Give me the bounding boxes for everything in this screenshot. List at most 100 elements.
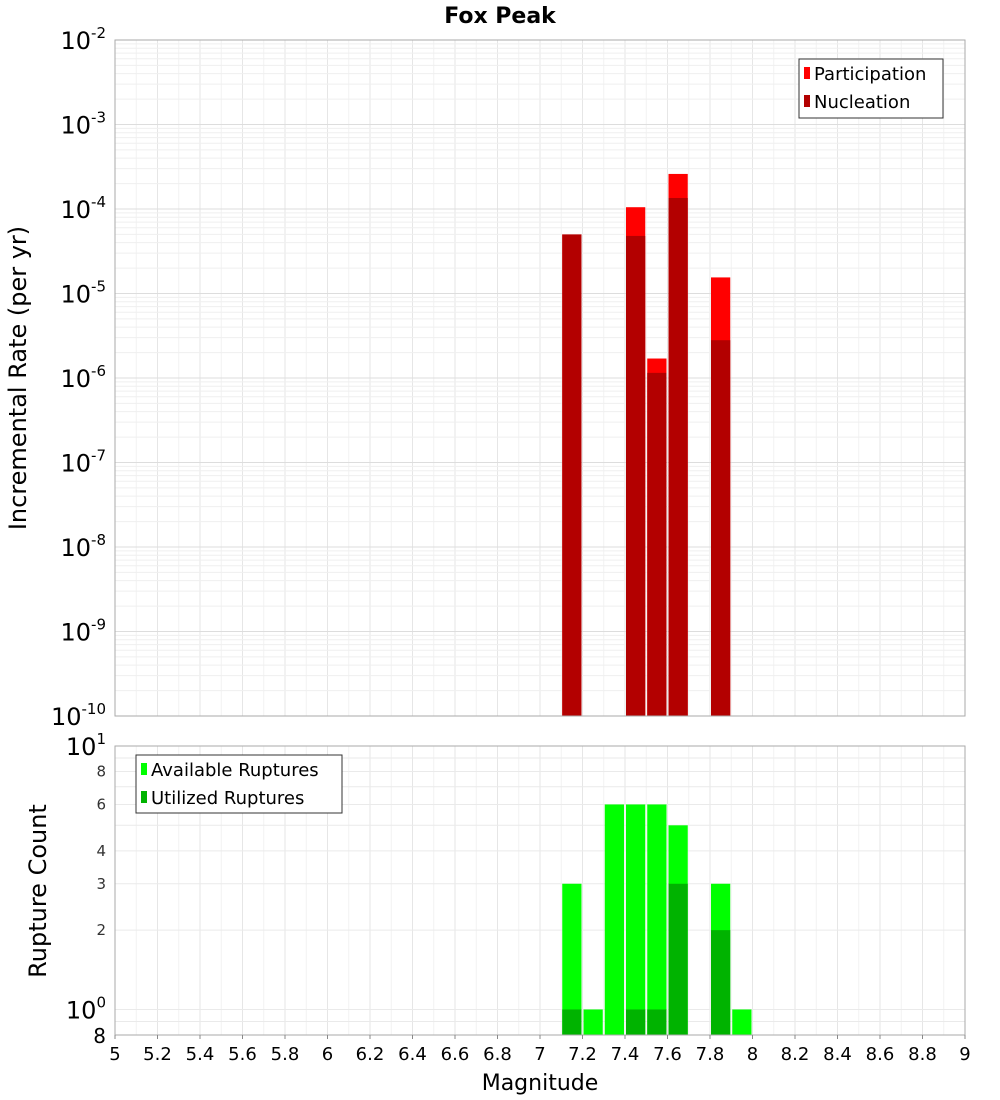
top-panel: 10-210-310-410-510-610-710-810-910-10 In… <box>4 24 966 731</box>
tick-base: 10 <box>60 450 91 478</box>
tick-base: 10 <box>60 112 91 140</box>
top-grid <box>114 40 966 717</box>
bottom-bar-available-ruptures-4 <box>647 804 667 1035</box>
x-tick-label: 6.8 <box>483 1044 512 1065</box>
x-axis-label: Magnitude <box>482 1071 599 1096</box>
x-tick-label: 8.6 <box>866 1044 895 1065</box>
x-tick-label: 6.4 <box>398 1044 427 1065</box>
tick-exponent: -7 <box>91 447 106 465</box>
legend-swatch-available <box>141 763 147 775</box>
tick-base: 10 <box>60 281 91 309</box>
bottom-y-minor-tick-label: 6 <box>96 795 106 813</box>
x-tick-label: 5.4 <box>186 1044 215 1065</box>
tick-exponent: -8 <box>91 531 106 549</box>
bottom-bar-available-ruptures-2 <box>604 804 624 1035</box>
top-bars <box>562 173 731 717</box>
tick-exponent: -5 <box>91 278 106 296</box>
x-tick-label: 5 <box>109 1044 120 1065</box>
tick-base: 10 <box>66 996 97 1024</box>
x-tick-label: 8 <box>747 1044 758 1065</box>
x-tick-label: 9 <box>959 1044 970 1065</box>
top-bar-nucleation-3 <box>668 197 688 716</box>
x-tick-label: 7.2 <box>568 1044 597 1065</box>
bottom-bar-available-ruptures-3 <box>626 804 646 1035</box>
bottom-bar-available-ruptures-0 <box>562 883 582 1035</box>
tick-base: 10 <box>60 365 91 393</box>
bottom-y-minor-tick-label: 8 <box>96 763 106 781</box>
tick-exponent: -3 <box>91 109 106 127</box>
top-bar-nucleation-0 <box>562 234 582 717</box>
top-bar-nucleation-1 <box>626 235 646 716</box>
x-tick-label: 5.2 <box>143 1044 172 1065</box>
bottom-bar-available-ruptures-7 <box>732 1009 752 1035</box>
bottom-bars <box>562 804 752 1035</box>
x-tick-label: 7 <box>534 1044 545 1065</box>
bottom-y-tick-label: 100 <box>66 993 106 1024</box>
top-legend-box <box>798 58 944 119</box>
legend-label-utilized: Utilized Ruptures <box>151 788 304 809</box>
top-y-tick-label: 10-9 <box>60 616 106 647</box>
top-y-tick-label: 10-5 <box>60 278 106 309</box>
tick-exponent: 1 <box>96 730 106 748</box>
top-y-tick-label: 10-7 <box>60 447 106 478</box>
bottom-y-minor-tick-label: 2 <box>96 921 106 939</box>
top-legend: Participation Nucleation <box>798 58 944 119</box>
x-tick-label: 8.4 <box>823 1044 852 1065</box>
tick-exponent: 0 <box>96 993 106 1011</box>
x-tick-label: 6.6 <box>441 1044 470 1065</box>
tick-base: 10 <box>51 703 82 731</box>
top-y-tick-label: 10-8 <box>60 531 106 562</box>
bottom-legend-box <box>135 754 343 814</box>
tick-base: 10 <box>66 733 97 761</box>
x-tick-label: 8.2 <box>781 1044 810 1065</box>
x-tick-label: 5.6 <box>228 1044 257 1065</box>
top-bar-nucleation-4 <box>711 340 731 716</box>
bottom-bar-utilized-ruptures-2 <box>647 1009 667 1035</box>
top-y-tick-label: 10-2 <box>60 24 106 55</box>
x-tick-label: 8.8 <box>908 1044 937 1065</box>
bottom-bar-utilized-ruptures-0 <box>562 1009 582 1035</box>
bottom-y-minor-tick-label: 3 <box>96 875 106 893</box>
bottom-bar-utilized-ruptures-4 <box>711 930 731 1035</box>
x-tick-label: 6.2 <box>356 1044 385 1065</box>
bottom-legend: Available Ruptures Utilized Ruptures <box>135 754 343 814</box>
tick-exponent: -6 <box>91 362 106 380</box>
x-tick-label: 6 <box>322 1044 333 1065</box>
bottom-y-tick-label: 101 <box>66 730 106 761</box>
tick-exponent: -9 <box>91 616 106 634</box>
x-tick-label: 7.8 <box>696 1044 725 1065</box>
legend-label-participation: Participation <box>814 64 926 85</box>
top-y-tick-label: 10-3 <box>60 109 106 140</box>
x-ticks: 5 5.2 5.4 5.6 5.8 6 6.2 6.4 6.6 6.8 7 7.2 7.4 7.6 7.8 8… <box>109 1035 971 1065</box>
top-y-ticks: 10-210-310-410-510-610-710-810-910-10 <box>51 24 106 731</box>
tick-exponent: -2 <box>91 24 106 42</box>
tick-base: 10 <box>60 196 91 224</box>
tick-exponent: -4 <box>91 193 106 211</box>
tick-base: 10 <box>60 27 91 55</box>
top-y-tick-label: 10-10 <box>51 700 106 731</box>
bottom-bar-utilized-ruptures-1 <box>626 1009 646 1035</box>
x-tick-label: 5.8 <box>271 1044 300 1065</box>
x-tick-label: 7.6 <box>653 1044 682 1065</box>
tick-base: 10 <box>60 619 91 647</box>
top-y-axis-label: Incremental Rate (per yr) <box>4 226 32 530</box>
legend-swatch-utilized <box>141 791 147 803</box>
x-tick-label: 7.4 <box>611 1044 640 1065</box>
bottom-y-axis-label: Rupture Count <box>24 804 52 978</box>
bottom-bar-available-ruptures-1 <box>583 1009 603 1035</box>
top-y-tick-label: 10-4 <box>60 193 106 224</box>
bottom-bar-utilized-ruptures-3 <box>668 883 688 1035</box>
chart-title: Fox Peak <box>444 4 557 29</box>
legend-label-available: Available Ruptures <box>151 760 319 781</box>
top-bar-nucleation-2 <box>647 372 667 716</box>
legend-label-nucleation: Nucleation <box>814 92 910 113</box>
legend-swatch-nucleation <box>804 95 810 107</box>
tick-base: 10 <box>60 534 91 562</box>
top-plot-frame <box>114 39 966 717</box>
top-y-tick-label: 10-6 <box>60 362 106 393</box>
bottom-y-minor-tick-label: 4 <box>96 842 106 860</box>
legend-swatch-participation <box>804 67 810 79</box>
bottom-y-minor-tick-label: 8 <box>93 1024 106 1048</box>
